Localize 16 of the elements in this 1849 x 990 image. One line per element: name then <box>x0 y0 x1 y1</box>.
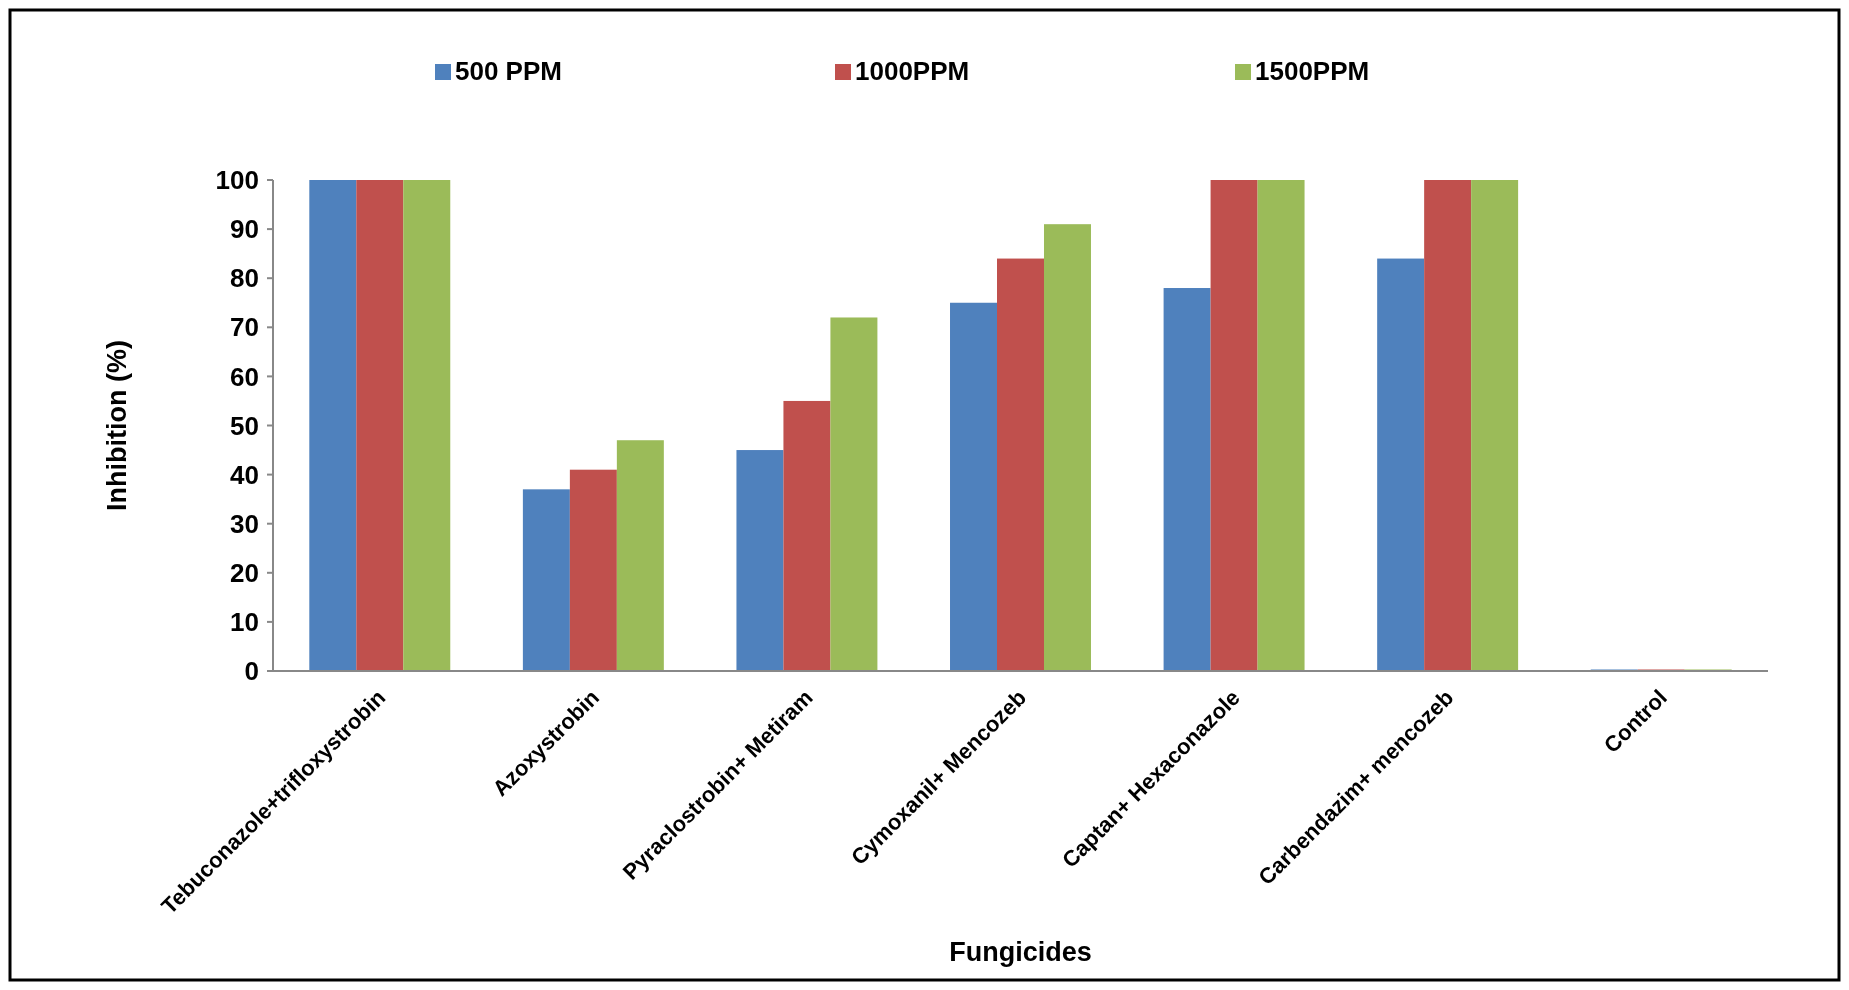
y-tick-label: 30 <box>230 508 259 539</box>
y-tick-label: 20 <box>230 557 259 588</box>
y-tick-label: 60 <box>230 361 259 392</box>
y-tick-label: 50 <box>230 410 259 441</box>
x-axis-title: Fungicides <box>949 937 1092 967</box>
y-axis-title: Inhibition (%) <box>102 340 132 511</box>
y-tick-label: 90 <box>230 214 259 245</box>
legend-label: 500 PPM <box>455 56 562 86</box>
y-tick-label: 10 <box>230 607 259 637</box>
y-tick-label: 40 <box>230 459 259 490</box>
y-tick-label: 70 <box>230 312 259 343</box>
y-tick-label: 0 <box>244 656 259 687</box>
legend-label: 1000PPM <box>855 56 970 86</box>
y-tick-label: 80 <box>230 263 259 294</box>
y-tick-label: 100 <box>215 165 259 196</box>
legend-label: 1500PPM <box>1255 56 1370 86</box>
